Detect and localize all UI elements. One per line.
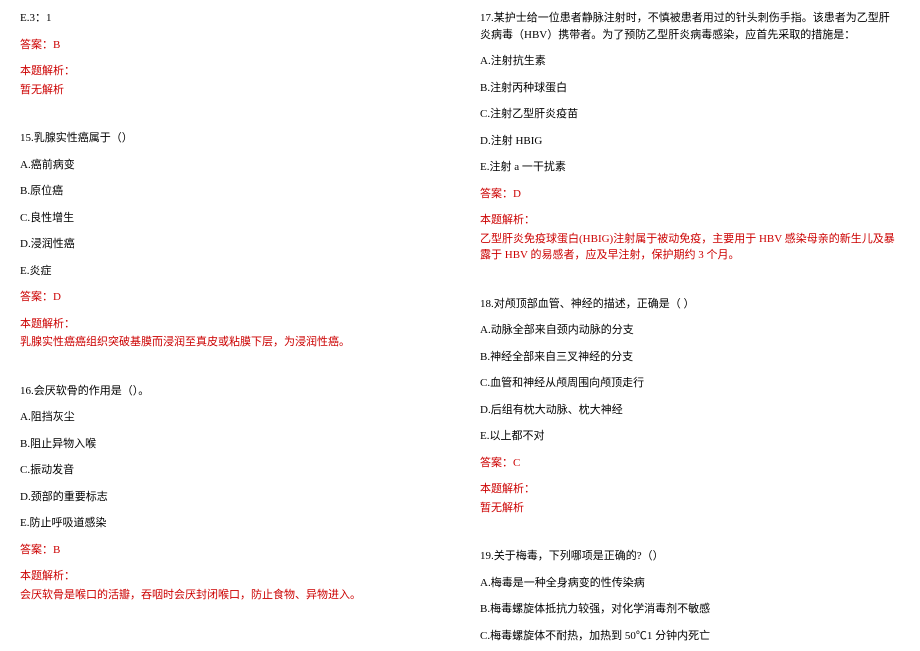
question-text: 19.关于梅毒，下列哪项是正确的?（） (480, 548, 900, 565)
explanation-body: 会厌软骨是喉口的活瓣，吞咽时会厌封闭喉口，防止食物、异物进入。 (20, 587, 440, 604)
option-text: A.阻挡灰尘 (20, 409, 440, 426)
explanation-title: 本题解析： (20, 63, 440, 80)
answer-text: 答案：B (20, 37, 440, 54)
question-text: 15.乳腺实性癌属于（） (20, 130, 440, 147)
option-text: E.3：1 (20, 10, 440, 27)
explanation-body: 暂无解析 (480, 500, 900, 517)
option-text: E.防止呼吸道感染 (20, 515, 440, 532)
left-column: E.3：1 答案：B 本题解析： 暂无解析 15.乳腺实性癌属于（） A.癌前病… (0, 10, 460, 641)
answer-text: 答案：B (20, 542, 440, 559)
option-text: C.血管和神经从颅周围向颅顶走行 (480, 375, 900, 392)
option-text: B.注射丙种球蛋白 (480, 80, 900, 97)
option-text: D.颈部的重要标志 (20, 489, 440, 506)
question-text: 18.对颅顶部血管、神经的描述，正确是（ ） (480, 296, 900, 313)
answer-text: 答案：C (480, 455, 900, 472)
question-text: 17.某护士给一位患者静脉注射时，不慎被患者用过的针头刺伤手指。该患者为乙型肝炎… (480, 10, 900, 43)
explanation-body: 乳腺实性癌癌组织突破基膜而浸润至真皮或粘膜下层，为浸润性癌。 (20, 334, 440, 351)
explanation-title: 本题解析： (480, 481, 900, 498)
right-column: 17.某护士给一位患者静脉注射时，不慎被患者用过的针头刺伤手指。该患者为乙型肝炎… (460, 10, 920, 641)
option-text: A.梅毒是一种全身病变的性传染病 (480, 575, 900, 592)
option-text: A.动脉全部来自颈内动脉的分支 (480, 322, 900, 339)
option-text: B.原位癌 (20, 183, 440, 200)
answer-text: 答案：D (480, 186, 900, 203)
explanation-body: 暂无解析 (20, 82, 440, 99)
option-text: A.癌前病变 (20, 157, 440, 174)
question-text: 16.会厌软骨的作用是（）。 (20, 383, 440, 400)
explanation-title: 本题解析： (20, 568, 440, 585)
option-text: B.梅毒螺旋体抵抗力较强，对化学消毒剂不敏感 (480, 601, 900, 618)
option-text: D.注射 HBIG (480, 133, 900, 150)
option-text: D.浸润性癌 (20, 236, 440, 253)
explanation-body: 乙型肝炎免疫球蛋白(HBIG)注射属于被动免疫，主要用于 HBV 感染母亲的新生… (480, 231, 900, 264)
explanation-title: 本题解析： (480, 212, 900, 229)
option-text: C.梅毒螺旋体不耐热，加热到 50℃1 分钟内死亡 (480, 628, 900, 645)
option-text: E.炎症 (20, 263, 440, 280)
option-text: D.后组有枕大动脉、枕大神经 (480, 402, 900, 419)
option-text: C.振动发音 (20, 462, 440, 479)
explanation-title: 本题解析： (20, 316, 440, 333)
option-text: C.良性增生 (20, 210, 440, 227)
option-text: A.注射抗生素 (480, 53, 900, 70)
option-text: B.神经全部来自三叉神经的分支 (480, 349, 900, 366)
option-text: E.注射 a 一干扰素 (480, 159, 900, 176)
answer-text: 答案：D (20, 289, 440, 306)
option-text: B.阻止异物入喉 (20, 436, 440, 453)
option-text: C.注射乙型肝炎疫苗 (480, 106, 900, 123)
option-text: E.以上都不对 (480, 428, 900, 445)
